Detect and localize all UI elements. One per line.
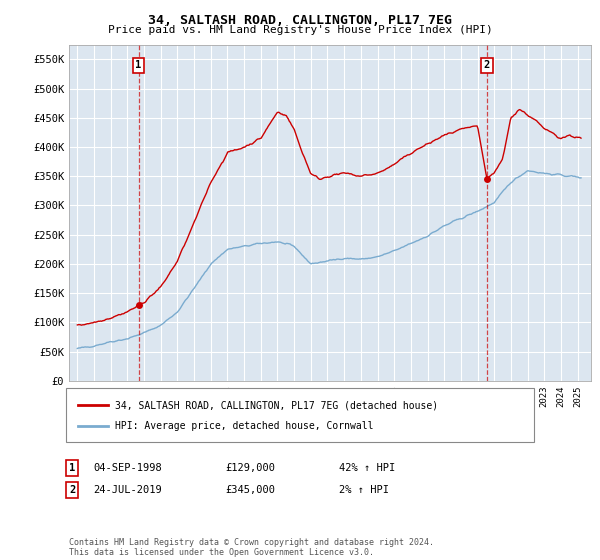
Text: Contains HM Land Registry data © Crown copyright and database right 2024.
This d: Contains HM Land Registry data © Crown c… <box>69 538 434 557</box>
Text: 34, SALTASH ROAD, CALLINGTON, PL17 7EG (detached house): 34, SALTASH ROAD, CALLINGTON, PL17 7EG (… <box>115 400 439 410</box>
Text: 1: 1 <box>136 60 142 70</box>
Text: £345,000: £345,000 <box>225 485 275 495</box>
Text: £129,000: £129,000 <box>225 463 275 473</box>
Text: 24-JUL-2019: 24-JUL-2019 <box>93 485 162 495</box>
Text: Price paid vs. HM Land Registry's House Price Index (HPI): Price paid vs. HM Land Registry's House … <box>107 25 493 35</box>
Text: 1: 1 <box>69 463 75 473</box>
Text: 2: 2 <box>69 485 75 495</box>
Text: 04-SEP-1998: 04-SEP-1998 <box>93 463 162 473</box>
Text: 42% ↑ HPI: 42% ↑ HPI <box>339 463 395 473</box>
Text: HPI: Average price, detached house, Cornwall: HPI: Average price, detached house, Corn… <box>115 421 374 431</box>
Text: 2% ↑ HPI: 2% ↑ HPI <box>339 485 389 495</box>
Text: 34, SALTASH ROAD, CALLINGTON, PL17 7EG: 34, SALTASH ROAD, CALLINGTON, PL17 7EG <box>148 14 452 27</box>
Text: 2: 2 <box>484 60 490 70</box>
